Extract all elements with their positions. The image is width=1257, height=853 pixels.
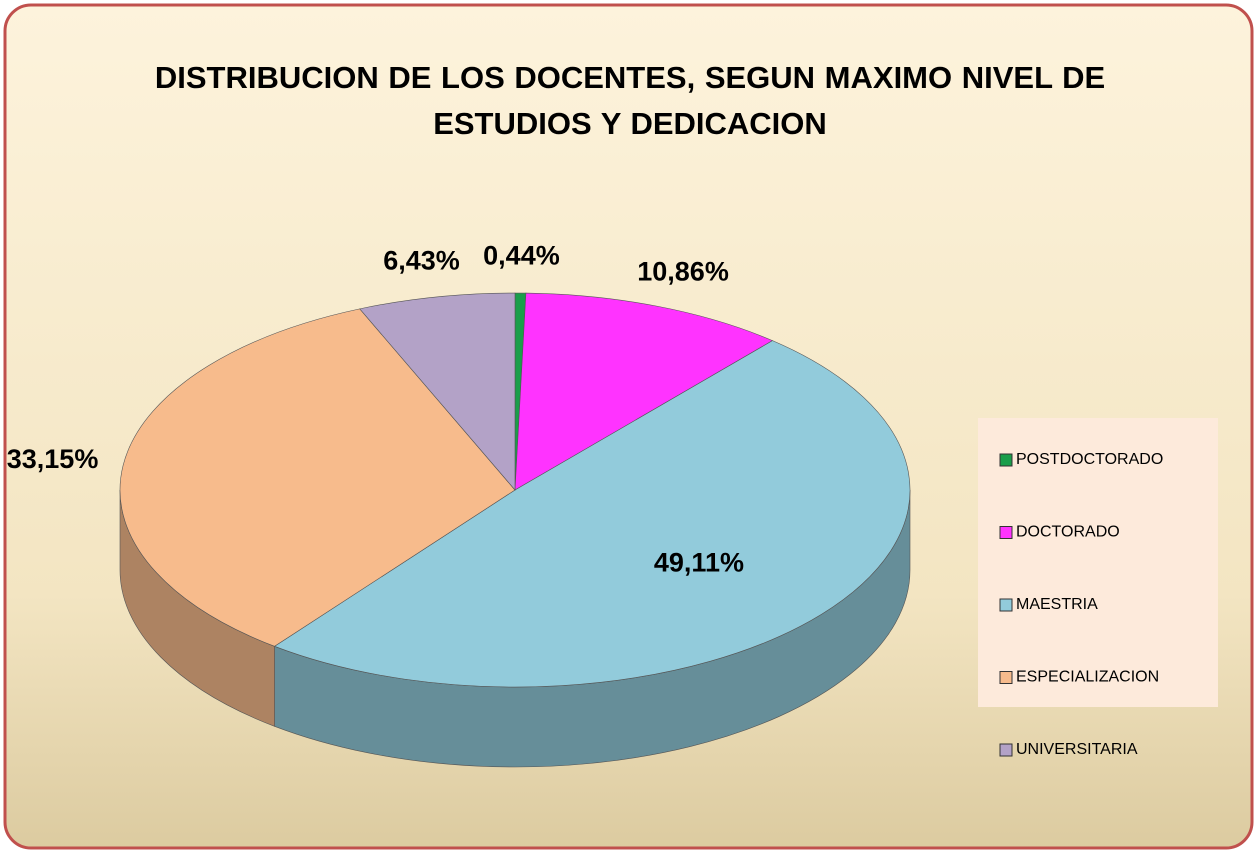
slice: [119, 308, 516, 647]
legend-label: DOCTORADO: [1016, 524, 1120, 541]
data-label: 33,15%: [7, 444, 99, 474]
slice: [273, 340, 911, 688]
legend-label: POSTDOCTORADO: [1016, 451, 1163, 468]
legend-swatch: [999, 598, 1013, 612]
legend-label: UNIVERSITARIA: [1016, 741, 1138, 758]
legend-swatch: [999, 453, 1013, 467]
legend-swatch: [999, 526, 1013, 539]
legend-swatch: [999, 671, 1013, 684]
data-label: 0,44%: [483, 241, 560, 271]
data-label: 10,86%: [637, 256, 729, 286]
chart-title: DISTRIBUCION DE LOS DOCENTES, SEGUN MAXI…: [154, 60, 1106, 141]
data-label: 49,11%: [654, 548, 744, 578]
slice: [514, 292, 774, 491]
legend-swatch: [999, 743, 1013, 757]
data-label: 6,43%: [383, 245, 460, 275]
slice: [359, 292, 516, 491]
legend-box: [978, 418, 1218, 707]
legend-label: ESPECIALIZACION: [1016, 669, 1159, 686]
legend-label: MAESTRIA: [1016, 596, 1098, 613]
